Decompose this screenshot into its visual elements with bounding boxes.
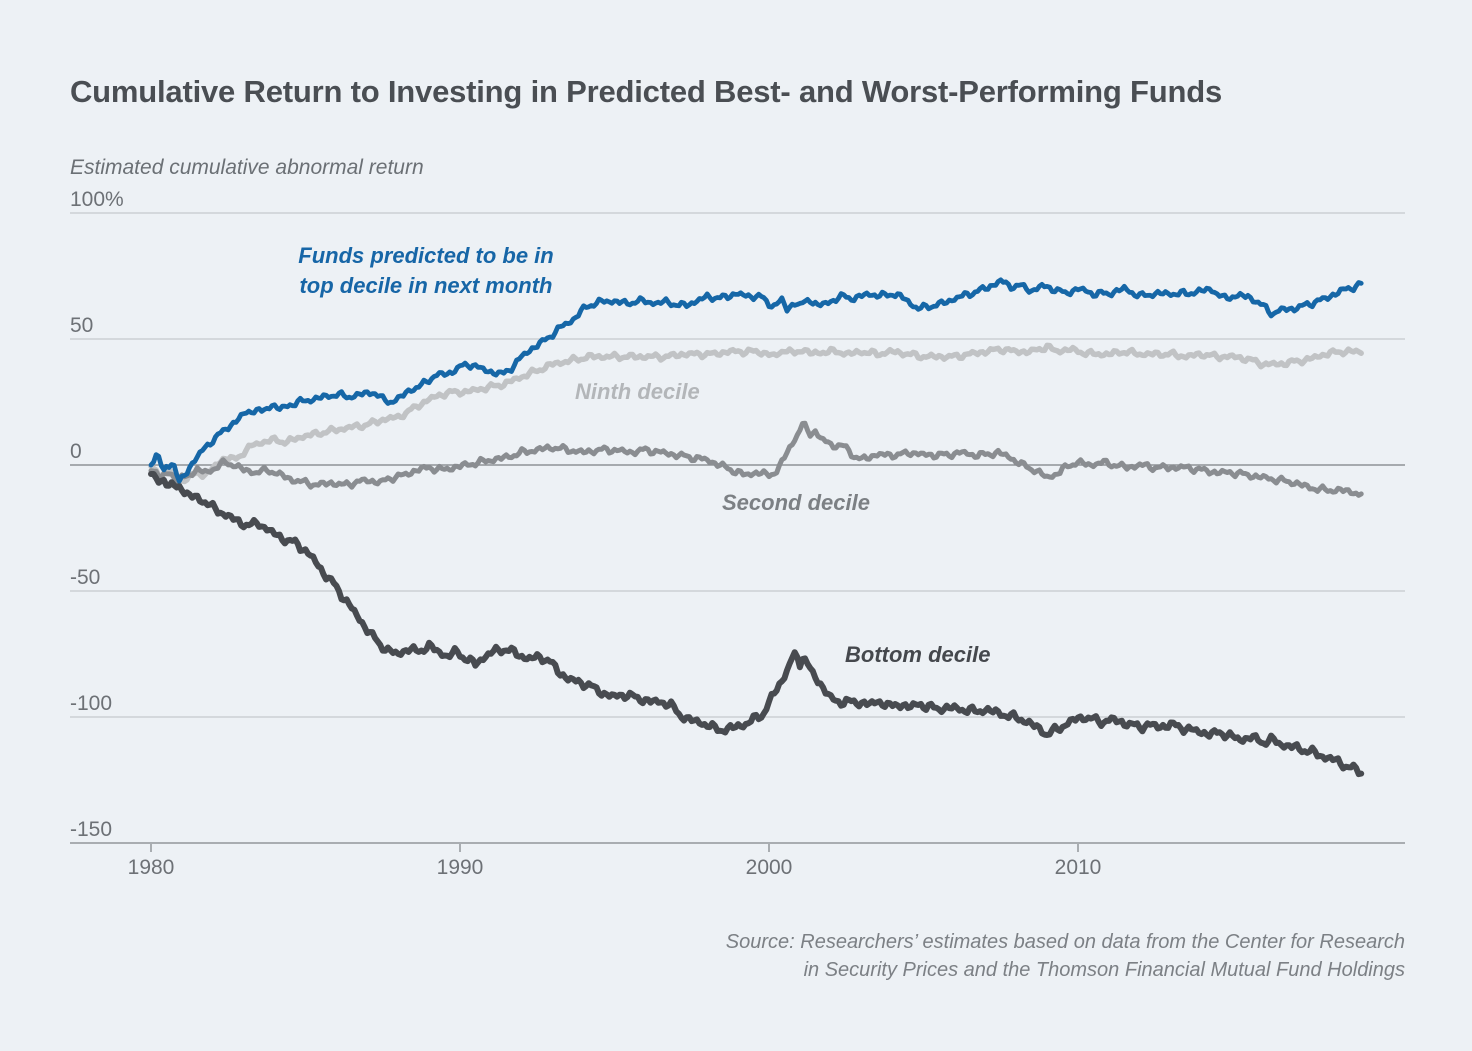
- source-note-line1: Source: Researchers’ estimates based on …: [725, 931, 1405, 953]
- x-tick-label-2010: 2010: [1055, 856, 1102, 879]
- y-tick-label--150: -150: [70, 818, 112, 841]
- series-label-bottom-decile: Bottom decile: [845, 642, 991, 667]
- series-line-ninth-decile: [148, 342, 1364, 486]
- y-tick-label-0: 0: [70, 440, 82, 463]
- source-note-line2: in Security Prices and the Thomson Finan…: [803, 959, 1405, 982]
- y-tick-label-50: 50: [70, 314, 93, 337]
- series-line-top-decile: [148, 277, 1364, 484]
- series-label-ninth-decile: Ninth decile: [575, 379, 700, 404]
- series-line-second-decile: [148, 420, 1364, 498]
- series-label-top-decile-line1: Funds predicted to be in: [298, 243, 554, 268]
- x-tick-label-1990: 1990: [437, 856, 484, 879]
- series-label-top-decile-line2: top decile in next month: [299, 272, 553, 298]
- series-label-top-decile: Funds predicted to be in top decile in n…: [286, 241, 566, 300]
- x-tick-label-1980: 1980: [128, 856, 175, 879]
- chart-title: Cumulative Return to Investing in Predic…: [70, 73, 1223, 109]
- y-axis-title: Estimated cumulative abnormal return: [70, 156, 424, 179]
- y-tick-label-100: 100%: [70, 188, 124, 211]
- y-tick-label--50: -50: [70, 566, 100, 589]
- series-line-bottom-decile: [148, 471, 1365, 778]
- y-tick-label--100: -100: [70, 692, 112, 715]
- series-label-second-decile: Second decile: [722, 490, 870, 515]
- source-note: Source: Researchers’ estimates based on …: [726, 928, 1405, 985]
- x-tick-label-2000: 2000: [746, 856, 793, 879]
